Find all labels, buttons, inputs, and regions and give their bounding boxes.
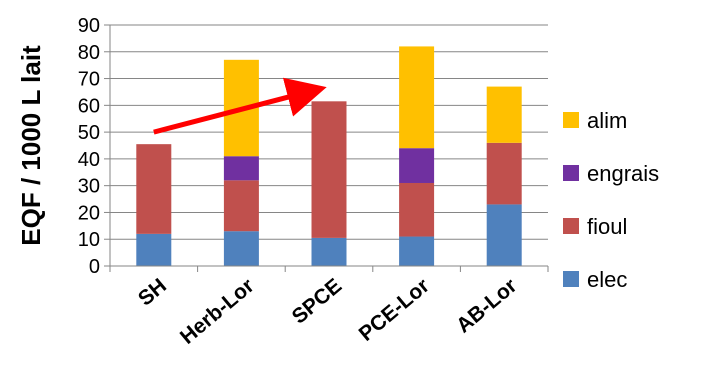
legend-label-fioul: fioul [587, 214, 627, 239]
legend-label-alim: alim [587, 108, 627, 133]
trend-arrow [153, 77, 327, 135]
y-tick-label: 80 [78, 42, 100, 64]
bar-segment-elec [136, 233, 172, 266]
y-tick-label: 60 [78, 95, 100, 117]
bar-segment-engrais [223, 156, 259, 181]
x-tick-label: AB-Lor [452, 274, 521, 337]
bar-segment-alim [486, 86, 522, 143]
x-tick-labels: SH Herb-Lor SPCE PCE-Lor AB-Lor [134, 274, 522, 349]
legend-label-engrais: engrais [587, 161, 659, 186]
bar-segment-fioul [399, 182, 435, 237]
bar-segment-elec [399, 236, 435, 266]
y-tick-label: 10 [78, 229, 100, 251]
legend-label-elec: elec [587, 267, 627, 292]
bar-segment-fioul [486, 142, 522, 205]
legend-swatch-alim [563, 112, 579, 128]
legend-swatch-elec [563, 271, 579, 287]
x-tick-label: PCE-Lor [355, 274, 434, 346]
y-axis-label: EQF / 1000 L lait [16, 45, 46, 246]
axes [109, 25, 548, 267]
y-tick-label: 90 [78, 15, 100, 37]
y-tick-label: 30 [78, 176, 100, 198]
y-tick-label: 20 [78, 202, 100, 224]
bar-segment-elec [311, 237, 347, 266]
x-tick-label: SH [134, 274, 171, 310]
bar-segment-fioul [136, 144, 172, 234]
y-tick-label: 70 [78, 69, 100, 91]
legend: alim engrais fioul elec [563, 108, 659, 292]
annotations [153, 77, 327, 135]
y-tick-labels: 0 10 20 30 40 50 60 70 80 90 [78, 15, 100, 278]
y-tick-label: 40 [78, 149, 100, 171]
legend-swatch-engrais [563, 165, 579, 181]
x-tick-label: Herb-Lor [176, 274, 259, 349]
bar-segment-engrais [399, 148, 435, 183]
y-tick-label: 0 [89, 256, 100, 278]
bar-segment-fioul [223, 180, 259, 232]
y-tick-label: 50 [78, 122, 100, 144]
bar-segment-elec [486, 204, 522, 266]
x-tick-label: SPCE [288, 274, 347, 328]
bars [136, 46, 522, 266]
bar-segment-elec [223, 231, 259, 266]
bar-segment-fioul [311, 101, 347, 238]
legend-swatch-fioul [563, 218, 579, 234]
bar-segment-alim [399, 46, 435, 149]
